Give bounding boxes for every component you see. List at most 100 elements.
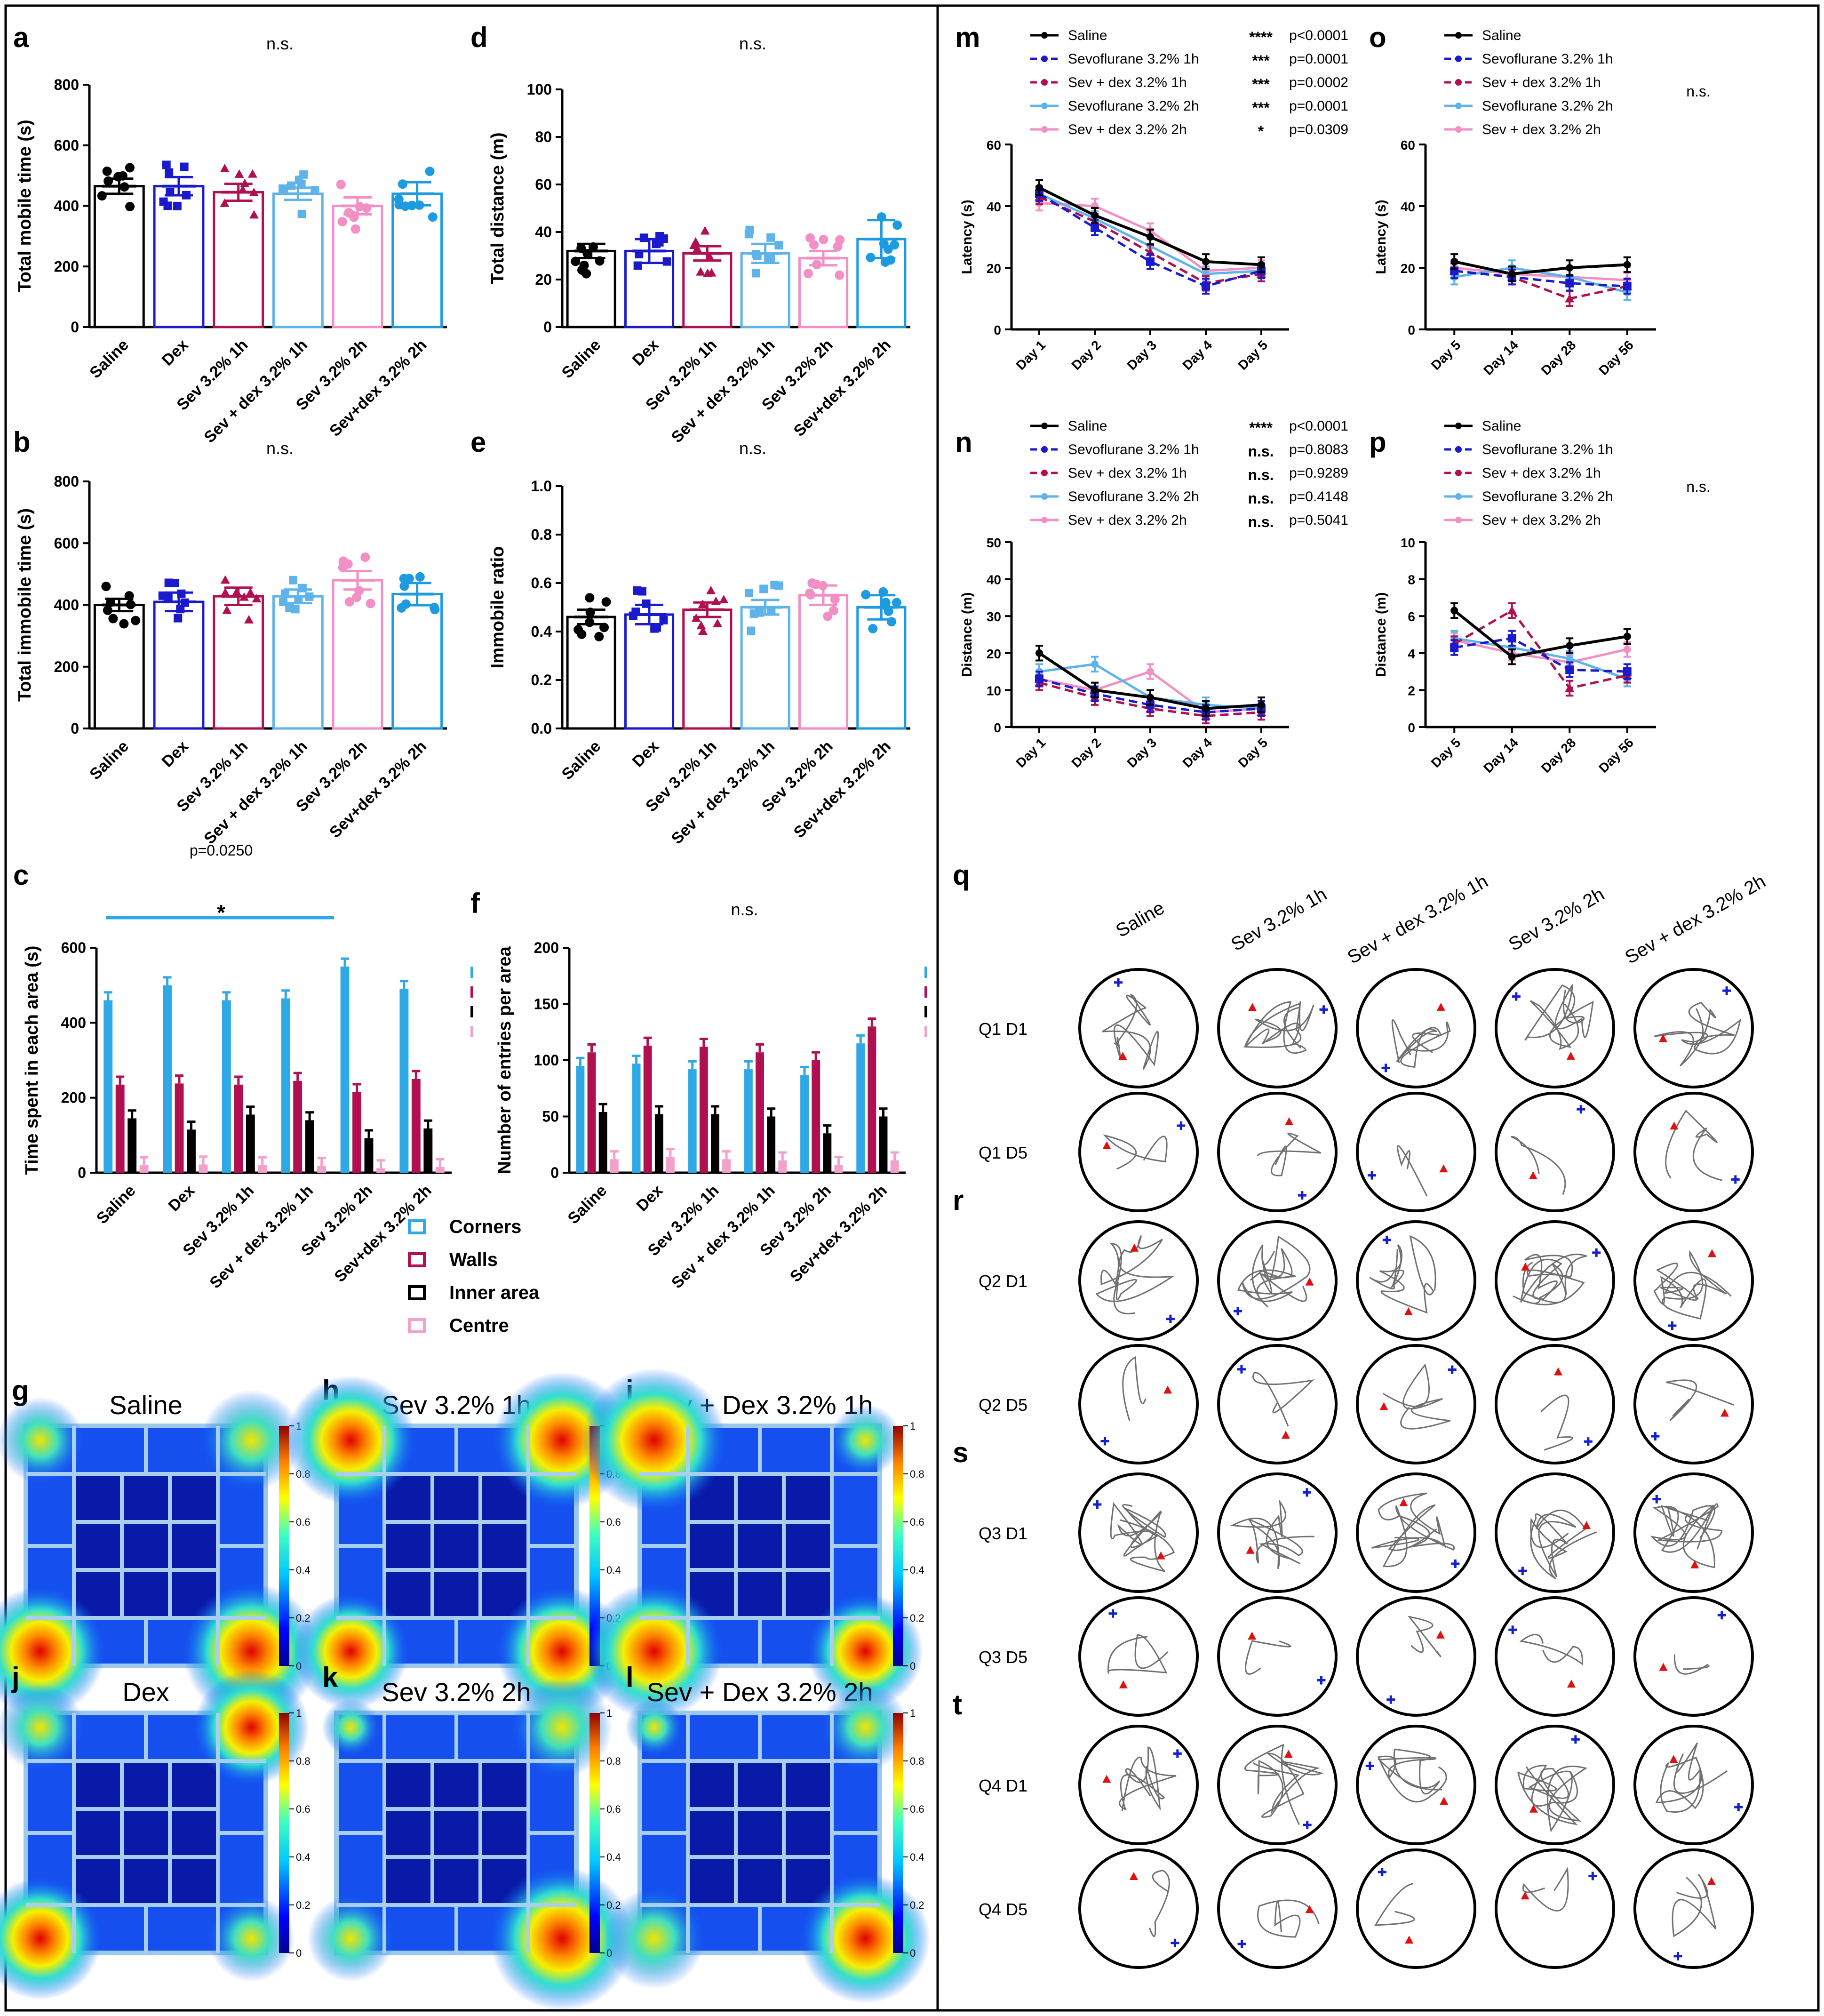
data-point bbox=[878, 587, 888, 597]
panel-letter-j: j bbox=[11, 1662, 20, 1693]
bar-a-2 bbox=[213, 191, 264, 328]
pool-circle bbox=[1495, 968, 1615, 1088]
colorbar-tick-label: 0.4 bbox=[606, 1564, 621, 1576]
panel-d-y-tick-label: 80 bbox=[535, 128, 552, 145]
bar-e-0 bbox=[566, 616, 616, 730]
x-tick-label-e: Dex bbox=[629, 737, 662, 771]
legend-swatch bbox=[408, 1318, 426, 1333]
legend-label-m: Sevoflurane 3.2% 2h bbox=[1068, 98, 1199, 114]
panel-letter-k: k bbox=[322, 1662, 338, 1693]
pool-circle bbox=[1217, 1848, 1338, 1969]
data-point bbox=[180, 162, 189, 171]
panel-f-y-tick-label: 200 bbox=[534, 939, 559, 956]
data-point bbox=[430, 605, 440, 615]
pool-circle bbox=[1495, 1472, 1615, 1593]
swim-trace bbox=[1102, 993, 1159, 1070]
pool-circle bbox=[1495, 1725, 1615, 1845]
start-marker bbox=[1651, 1432, 1660, 1441]
start-marker bbox=[1378, 1868, 1386, 1877]
swim-trace bbox=[1095, 1235, 1175, 1314]
bar-f-Walls bbox=[756, 1052, 764, 1173]
swim-trace bbox=[1519, 1633, 1583, 1665]
legend-label-m: Sev + dex 3.2% 1h bbox=[1068, 75, 1187, 90]
pool-circle bbox=[1078, 968, 1199, 1088]
bar-f-Inner area bbox=[711, 1114, 719, 1173]
data-point bbox=[337, 217, 347, 227]
data-point bbox=[809, 240, 819, 250]
swim-trace bbox=[1665, 1110, 1722, 1181]
swim-trace bbox=[1672, 1873, 1717, 1937]
data-point bbox=[105, 598, 115, 608]
x-tick-label-n: Day 1 bbox=[1013, 735, 1048, 770]
colorbar-tick-label: 0.6 bbox=[910, 1803, 924, 1815]
panel-letter-c: c bbox=[13, 859, 29, 891]
ns-label-b: n.s. bbox=[266, 439, 294, 458]
x-tick-label-a: Sev+dex 3.2% 2h bbox=[326, 336, 430, 440]
x-tick-label-f: Dex bbox=[633, 1182, 666, 1215]
row-label: Q1 D5 bbox=[979, 1143, 1027, 1162]
bar-f-Inner area bbox=[767, 1116, 776, 1173]
swim-trace bbox=[1374, 1883, 1415, 1926]
x-tick-label-m: Day 5 bbox=[1235, 337, 1270, 373]
panel-n-y-tick-label: 20 bbox=[987, 647, 1001, 661]
data-point bbox=[812, 260, 822, 270]
bar-f-Walls bbox=[812, 1060, 820, 1173]
legend-marker-n bbox=[1041, 446, 1048, 453]
x-tick-label-c: Saline bbox=[93, 1182, 139, 1228]
platform-marker bbox=[1582, 1521, 1591, 1529]
swim-trace bbox=[1408, 1616, 1442, 1657]
data-point bbox=[344, 597, 354, 607]
x-tick-label-m: Day 4 bbox=[1179, 337, 1215, 373]
legend-label-n: Sevoflurane 3.2% 1h bbox=[1068, 442, 1199, 457]
colorbar-tick-label: 0.8 bbox=[910, 1468, 924, 1480]
data-point bbox=[119, 619, 129, 629]
panel-b-y-tick-label: 400 bbox=[54, 597, 79, 614]
colorbar-tick-label: 0.4 bbox=[296, 1564, 311, 1576]
bar-f-Inner area bbox=[598, 1112, 607, 1173]
platform-marker bbox=[1521, 1262, 1530, 1271]
panel-q-traces: q Saline Sev 3.2% 1h Sev + dex 3.2% 1h Sev 3… bbox=[953, 859, 1769, 1969]
p-value-n: p<0.0001 bbox=[1289, 418, 1348, 434]
legend-label-m: Saline bbox=[1068, 28, 1107, 43]
panel-p-y-axis-label: Distance (m) bbox=[1373, 592, 1389, 677]
bar-c-Inner area bbox=[127, 1118, 137, 1173]
panel-letter-q: q bbox=[953, 859, 970, 891]
data-point bbox=[1258, 701, 1265, 709]
x-tick-label-m: Day 2 bbox=[1068, 337, 1104, 373]
panel-m-y-tick-label: 40 bbox=[987, 200, 1001, 214]
panel-p-y-tick-label: 4 bbox=[1408, 647, 1415, 661]
platform-marker bbox=[1436, 1002, 1445, 1011]
start-marker bbox=[1571, 1735, 1580, 1744]
start-marker bbox=[1518, 1567, 1527, 1576]
data-point bbox=[246, 588, 255, 597]
data-point bbox=[1035, 184, 1043, 192]
series-line-m-1 bbox=[1038, 192, 1262, 288]
start-marker bbox=[1584, 1437, 1593, 1446]
significance-n: **** bbox=[1249, 419, 1273, 436]
data-point bbox=[174, 614, 183, 623]
panel-e-y-tick-label: 0.6 bbox=[531, 575, 552, 592]
ns-label-d: n.s. bbox=[739, 34, 766, 53]
data-point bbox=[861, 590, 871, 600]
panel-e-y-tick-label: 1.0 bbox=[531, 478, 552, 495]
data-point bbox=[892, 220, 902, 230]
data-point bbox=[1450, 643, 1459, 652]
data-point bbox=[806, 590, 816, 600]
heatmap-hotspot bbox=[307, 1895, 394, 1982]
heatmap-hotspot bbox=[208, 1895, 295, 1982]
panel-p-y-tick-label: 10 bbox=[1401, 536, 1415, 550]
p-value-m: p=0.0001 bbox=[1289, 51, 1348, 67]
panel-b-y-tick-label: 200 bbox=[54, 658, 79, 675]
pool-circle bbox=[1078, 1596, 1199, 1717]
legend-mark-f bbox=[924, 986, 927, 998]
legend-swatch bbox=[408, 1219, 426, 1234]
bar-c-Corners bbox=[104, 1000, 113, 1173]
platform-marker bbox=[1439, 1164, 1448, 1173]
panel-letter-b: b bbox=[13, 426, 31, 458]
panel-letter-f: f bbox=[470, 888, 480, 919]
data-point bbox=[164, 593, 173, 602]
pool-circle bbox=[1217, 1220, 1338, 1341]
x-tick-label-e: Sev + dex 3.2% 1h bbox=[668, 737, 779, 848]
data-point bbox=[1146, 257, 1155, 266]
